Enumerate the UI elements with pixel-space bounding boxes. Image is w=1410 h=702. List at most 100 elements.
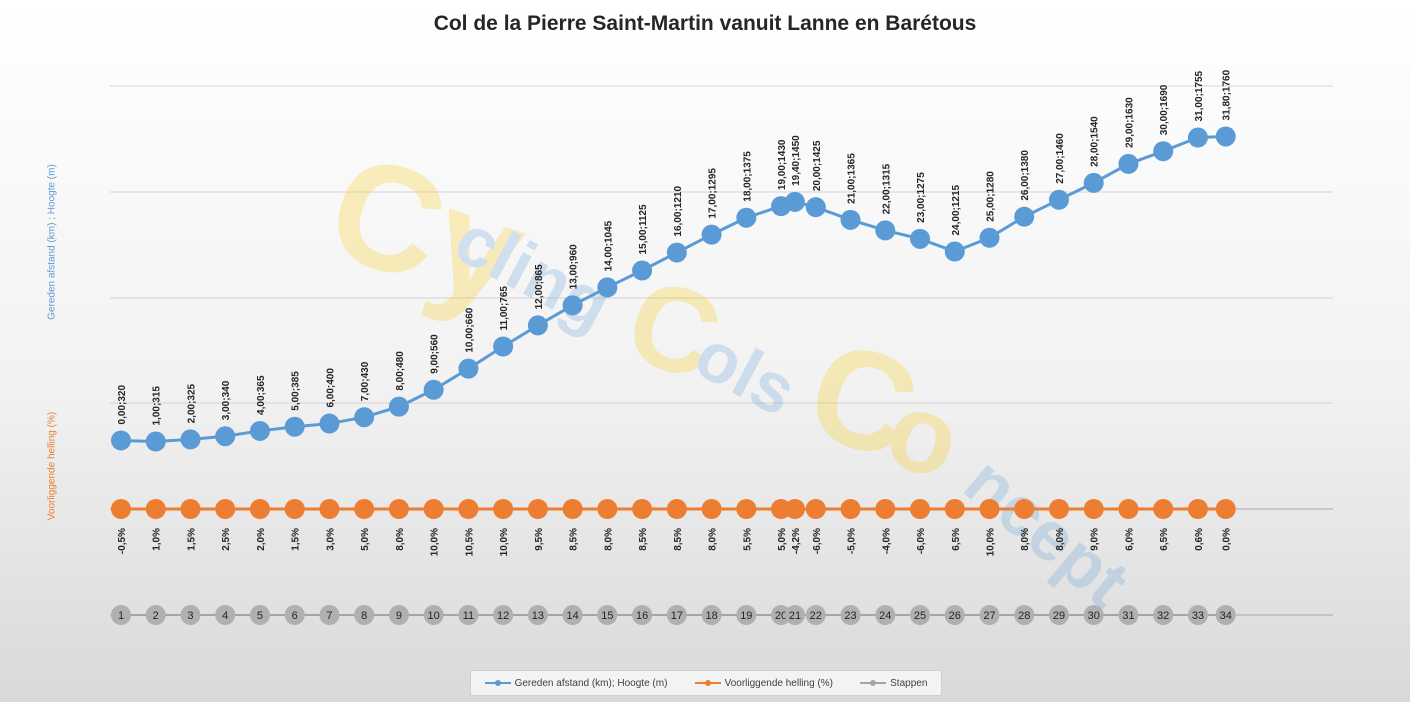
gradient-point: [111, 499, 131, 519]
legend-swatch-gradient: [694, 680, 721, 686]
series-steps: 1 2 3 4 5 6 7 8 9 10 11 12 13 14 15 16 17 18 19 20 21 22 23 24 2…: [111, 605, 1236, 625]
elevation-point: [145, 431, 166, 452]
steps-point: [562, 605, 583, 625]
gradient-data-label: 5,5%: [742, 528, 753, 551]
elevation-point: [180, 429, 201, 450]
gradient-point: [597, 499, 618, 519]
steps-point: [319, 605, 340, 625]
elevation-point: [666, 242, 687, 263]
steps-data-label: 26: [949, 610, 961, 622]
elevation-line: [120, 134, 1226, 444]
elevation-data-label: 4,00;365: [256, 375, 267, 415]
steps-data-label: 4: [222, 610, 228, 622]
steps-data-label: 16: [636, 610, 648, 622]
steps-data-label: 12: [497, 610, 509, 622]
gradient-point: [1014, 499, 1035, 519]
elevation-data-label: 31,00;1755: [1194, 70, 1205, 121]
elevation-point: [1153, 141, 1174, 162]
elevation-data-label: 3,00;340: [221, 380, 232, 420]
gradient-point: [1083, 499, 1104, 519]
elevation-point: [493, 336, 514, 357]
elevation-data-label: 17,00;1295: [708, 168, 719, 219]
steps-data-label: 34: [1220, 610, 1232, 622]
elevation-point: [215, 426, 236, 447]
steps-point: [805, 605, 826, 625]
gradient-data-label: 8,0%: [603, 528, 614, 551]
elevation-point: [284, 416, 305, 437]
gradient-data-label: 1,5%: [291, 528, 302, 551]
gradient-data-label: 10,0%: [986, 528, 997, 556]
steps-point: [784, 605, 805, 625]
steps-data-label: 19: [740, 610, 752, 622]
gradient-point: [736, 499, 757, 519]
steps-point: [249, 605, 270, 625]
gradient-data-label: 6,5%: [1159, 528, 1170, 551]
elevation-point: [944, 241, 965, 262]
steps-point: [527, 605, 548, 625]
gradient-data-label: 1,5%: [186, 528, 197, 551]
steps-point: [458, 605, 479, 625]
steps-data-label: 31: [1122, 610, 1134, 622]
steps-data-label: 23: [844, 610, 856, 622]
elevation-point: [388, 396, 409, 417]
steps-data-label: 7: [326, 610, 332, 622]
elevation-data-label: 26,00;1380: [1020, 150, 1031, 201]
gradient-point: [145, 499, 166, 519]
steps-data-label: 11: [463, 610, 474, 622]
elevation-point: [458, 358, 479, 379]
gradient-data-label: 8,5%: [569, 528, 580, 551]
elevation-data-label: 0,00;320: [117, 385, 128, 425]
steps-point: [1215, 605, 1236, 625]
elevation-point: [423, 379, 444, 400]
steps-point: [215, 605, 236, 625]
elevation-point: [784, 191, 805, 212]
elevation-point: [979, 227, 1000, 248]
gradient-point: [1187, 499, 1208, 519]
steps-point: [180, 605, 201, 625]
elevation-point: [1187, 127, 1208, 148]
gradient-data-label: 6,0%: [1124, 528, 1135, 551]
steps-data-label: 30: [1088, 610, 1100, 622]
steps-data-label: 8: [361, 610, 367, 622]
gradient-data-label: 10,5%: [464, 528, 475, 556]
steps-point: [910, 605, 931, 625]
steps-point: [493, 605, 514, 625]
elevation-data-label: 5,00;385: [291, 371, 302, 411]
elevation-point: [875, 220, 896, 241]
steps-data-label: 5: [257, 610, 263, 622]
elevation-point: [319, 413, 340, 434]
legend: Gereden afstand (km); Hoogte (m) Voorlig…: [470, 670, 942, 696]
gradient-data-label: 0,6%: [1194, 528, 1205, 551]
legend-entry-elevation: Gereden afstand (km); Hoogte (m): [484, 678, 667, 689]
elevation-data-label: 12,00;865: [534, 264, 545, 309]
elevation-data-label: 15,00;1125: [638, 204, 649, 254]
gradient-data-label: 10,0%: [499, 528, 510, 556]
elevation-data-label: 19,40;1450: [791, 135, 802, 186]
elevation-data-label: 31,80;1760: [1222, 69, 1233, 120]
gradient-point: [805, 499, 826, 519]
elevation-data-label: 29,00;1630: [1124, 97, 1135, 148]
gradient-data-label: 2,0%: [256, 528, 267, 551]
gradient-point: [1118, 499, 1139, 519]
gradient-point: [840, 499, 861, 519]
steps-data-label: 17: [671, 610, 683, 622]
steps-point: [701, 605, 722, 625]
gradient-point: [249, 499, 270, 519]
gradient-point: [771, 499, 792, 519]
elevation-data-label: 28,00;1540: [1090, 116, 1101, 167]
elevation-point: [1048, 189, 1069, 210]
steps-point: [597, 605, 618, 625]
gradient-point: [1153, 499, 1174, 519]
gradient-data-label: 8,5%: [638, 528, 649, 551]
legend-entry-steps: Stappen: [860, 678, 927, 689]
elevation-point: [527, 315, 548, 336]
elevation-point: [1083, 172, 1104, 193]
elevation-data-label: 2,00;325: [186, 383, 197, 423]
legend-swatch-elevation: [484, 680, 511, 686]
legend-label-steps: Stappen: [890, 677, 928, 689]
gradient-data-label: 8,0%: [1055, 528, 1066, 551]
elevation-point: [701, 224, 722, 245]
gradient-point: [666, 499, 687, 519]
